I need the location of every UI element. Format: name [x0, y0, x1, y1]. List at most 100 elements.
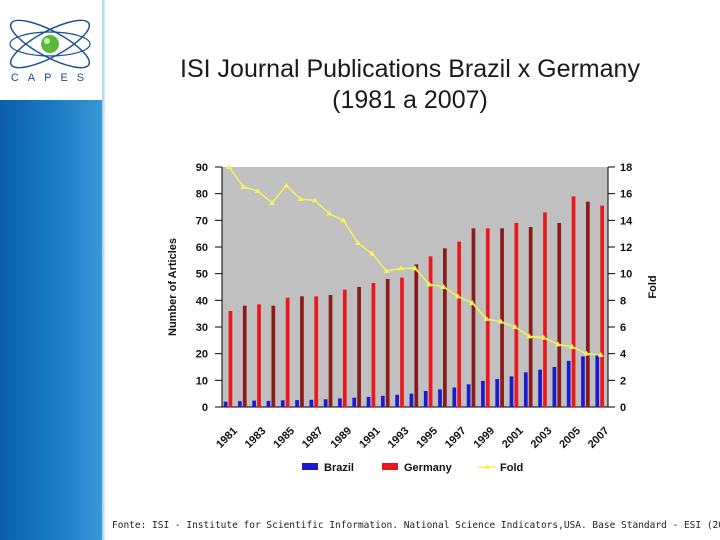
- y-tick-label: 30: [196, 322, 208, 334]
- fold-point: [526, 333, 533, 339]
- bar-germany: [400, 277, 404, 407]
- fold-point: [483, 316, 490, 321]
- bar-brazil: [523, 372, 528, 407]
- fold-point: [469, 300, 476, 305]
- bar-germany: [371, 283, 376, 407]
- bar-brazil: [252, 400, 257, 407]
- bar-brazil: [266, 400, 271, 407]
- x-tick-label: 1983: [243, 425, 269, 451]
- y2-tick-label: 2: [620, 375, 626, 387]
- fold-point: [583, 350, 590, 356]
- fold-point: [311, 197, 318, 203]
- bar-germany: [300, 296, 304, 407]
- legend-label-germany: Germany: [404, 462, 453, 474]
- bar-brazil: [338, 398, 342, 407]
- fold-point: [397, 265, 404, 271]
- y2-tick-label: 14: [620, 215, 633, 227]
- bar-germany: [500, 228, 504, 407]
- bar-germany: [457, 241, 462, 407]
- y2-tick-label: 18: [620, 162, 632, 174]
- y2-tick-label: 0: [620, 402, 626, 414]
- fold-point: [326, 210, 333, 216]
- bar-brazil: [395, 394, 399, 407]
- bar-brazil: [323, 399, 328, 407]
- fold-point: [454, 293, 461, 299]
- bar-brazil: [295, 400, 299, 407]
- bar-brazil: [438, 389, 442, 407]
- bar-brazil: [309, 399, 314, 407]
- fold-point: [383, 268, 390, 273]
- x-tick-label: 2007: [586, 425, 612, 451]
- y2-tick-label: 16: [620, 189, 632, 201]
- bar-germany: [585, 201, 590, 407]
- legend-swatch-germany: [382, 463, 398, 470]
- bar-germany: [414, 264, 419, 407]
- bar-germany: [600, 205, 604, 407]
- fold-point: [283, 182, 290, 188]
- x-tick-label: 1987: [300, 425, 326, 451]
- fold-point: [354, 240, 361, 245]
- bar-germany: [543, 212, 547, 407]
- x-tick-label: 1991: [357, 425, 383, 451]
- legend-label-fold: Fold: [500, 462, 523, 474]
- x-tick-label: 2001: [500, 425, 526, 451]
- y-tick-label: 90: [196, 162, 208, 174]
- bar-brazil: [509, 376, 514, 407]
- y2-tick-label: 8: [620, 295, 626, 307]
- x-tick-label: 1981: [214, 425, 240, 451]
- y-tick-label: 0: [202, 402, 208, 414]
- x-tick-label: 2003: [529, 425, 555, 451]
- bar-germany: [514, 223, 519, 407]
- bar-germany: [257, 304, 261, 407]
- bar-germany: [242, 305, 247, 407]
- legend-swatch-brazil: [302, 463, 318, 470]
- logo-wordmark: CAPES: [10, 72, 94, 84]
- fold-point: [512, 324, 519, 329]
- bar-germany: [342, 289, 347, 407]
- fold-point: [269, 200, 276, 205]
- bar-germany: [385, 279, 390, 407]
- bar-brazil: [366, 396, 371, 407]
- fold-point: [240, 184, 247, 189]
- bar-germany: [557, 223, 562, 407]
- fold-point: [426, 281, 433, 287]
- title-line-1: ISI Journal Publications Brazil x German…: [180, 55, 640, 83]
- bar-brazil: [409, 393, 414, 407]
- x-tick-label: 1997: [443, 425, 469, 451]
- sidebar-edge: [102, 0, 106, 540]
- fold-point: [597, 352, 604, 357]
- bar-germany: [314, 296, 319, 407]
- fold-point: [226, 164, 233, 169]
- bar-brazil: [352, 397, 357, 407]
- bar-germany: [528, 227, 533, 407]
- x-tick-label: 1993: [386, 425, 412, 451]
- bar-brazil: [552, 367, 557, 407]
- legend-label-brazil: Brazil: [324, 462, 354, 474]
- y-axis-title: Number of Articles: [167, 238, 179, 336]
- bar-germany: [571, 196, 576, 407]
- bar-brazil: [280, 400, 285, 407]
- bar-germany: [471, 228, 476, 407]
- fold-point: [569, 344, 576, 349]
- y-tick-label: 40: [196, 295, 208, 307]
- capes-logo: CAPES: [0, 0, 102, 100]
- bar-germany: [228, 311, 233, 407]
- bar-germany: [285, 297, 290, 407]
- fold-point: [254, 188, 261, 193]
- x-tick-label: 1995: [414, 425, 440, 451]
- bar-germany: [428, 256, 433, 407]
- bar-brazil: [538, 369, 542, 407]
- fold-point: [340, 217, 347, 223]
- bar-brazil: [466, 384, 471, 407]
- bar-germany: [328, 295, 333, 407]
- fold-point: [412, 265, 418, 271]
- bar-brazil: [452, 387, 457, 407]
- bar-brazil: [566, 360, 571, 407]
- bar-germany: [271, 305, 276, 407]
- fold-point: [554, 341, 561, 347]
- bar-germany: [357, 287, 361, 407]
- y2-tick-label: 4: [620, 349, 627, 361]
- y-tick-label: 50: [196, 269, 208, 281]
- bar-brazil: [238, 401, 242, 407]
